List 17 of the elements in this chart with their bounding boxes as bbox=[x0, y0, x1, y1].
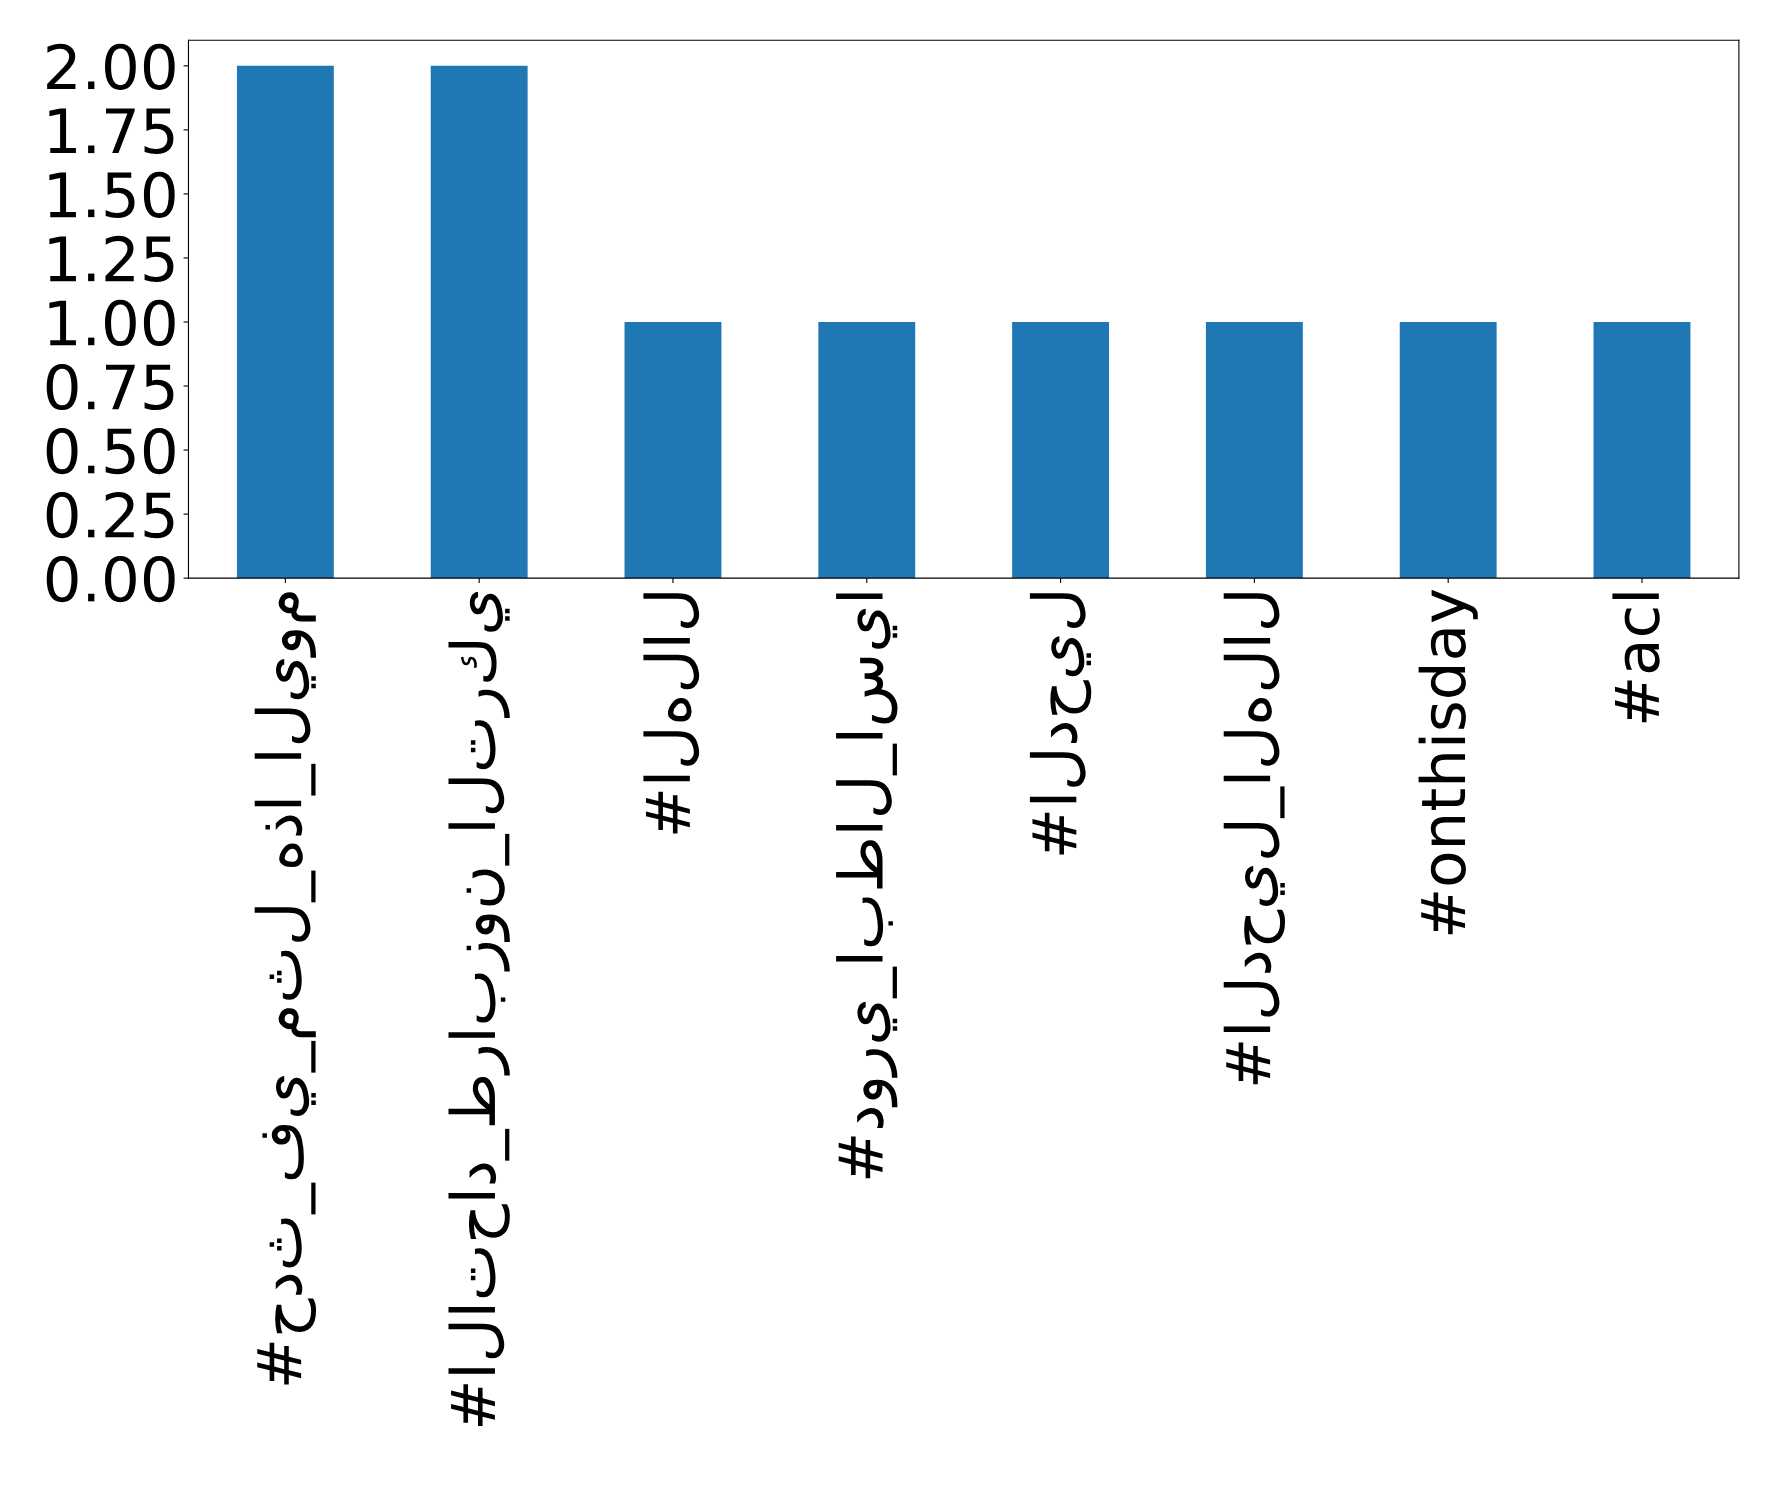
y-tick-label: 1.75 bbox=[49, 108, 174, 154]
y-tick-label: 1.50 bbox=[49, 171, 175, 218]
y-tick-label: 1.25 bbox=[49, 235, 174, 283]
y-tick-label: 1.00 bbox=[49, 299, 175, 347]
y-tick-label: 0.50 bbox=[46, 427, 175, 475]
x-tick-label: #onthisday bbox=[1418, 589, 1478, 935]
x-tick-label: #acl bbox=[1612, 593, 1660, 723]
x-tick-label: #الدحيل bbox=[1029, 593, 1092, 855]
y-tick-label: 2.00 bbox=[47, 43, 175, 90]
y-tick-label: 0.75 bbox=[46, 363, 174, 411]
x-tick-label: #الاتحاد_طرابزون_التركي bbox=[448, 591, 510, 1427]
y-tick-label: 0.25 bbox=[46, 491, 174, 539]
x-tick-label: #دوري_ابطال_اسيا bbox=[836, 593, 898, 1179]
y-tick-label: 0.00 bbox=[46, 555, 175, 603]
x-tick-label: #الهلال bbox=[643, 593, 700, 834]
x-tick-label: #حدث_في_مثل_هذا_اليوم bbox=[254, 592, 317, 1385]
x-tick-label: #الدحيل_الهلال bbox=[1223, 593, 1286, 1085]
